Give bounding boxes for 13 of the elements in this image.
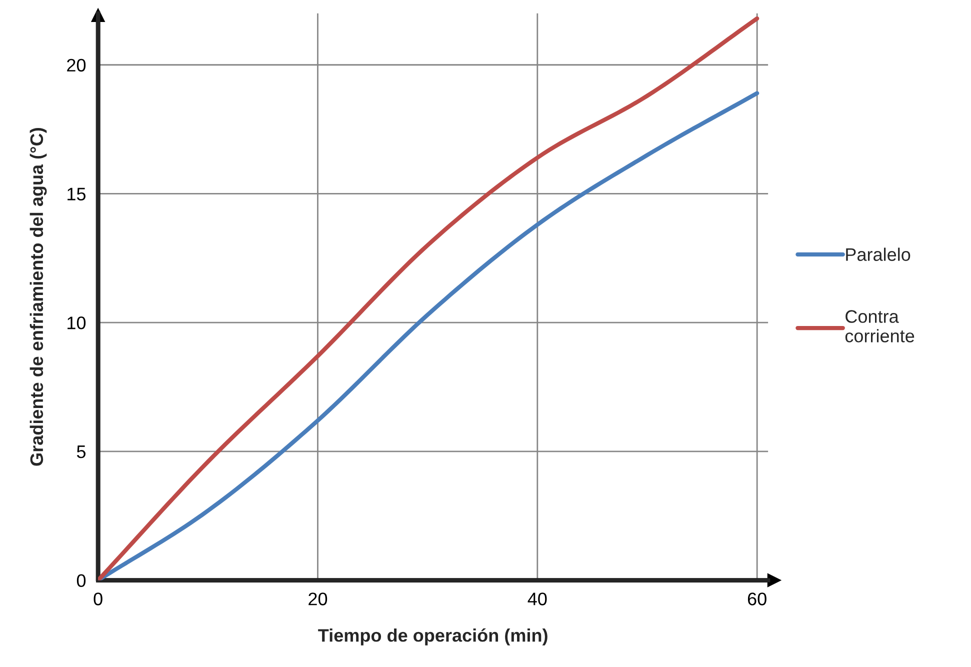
x-tick-label: 20 <box>308 592 328 606</box>
legend-label: Paralelo <box>846 248 910 261</box>
y-tick-label: 5 <box>76 446 86 458</box>
y-tick-label: 10 <box>68 316 86 330</box>
y-tick-label: 0 <box>76 574 86 588</box>
y-tick-label: 20 <box>67 58 86 72</box>
legend-label: Contra corriente <box>845 310 914 342</box>
x-axis-title: Tiempo de operación (min) <box>318 628 548 646</box>
y-axis-title: Gradiente de enfriamiento del agua (°C) <box>30 128 47 466</box>
x-tick-label: 0 <box>94 592 102 606</box>
y-tick-label: 15 <box>68 188 86 200</box>
x-tick-label: 60 <box>748 592 766 606</box>
x-tick-label: 40 <box>528 592 547 606</box>
